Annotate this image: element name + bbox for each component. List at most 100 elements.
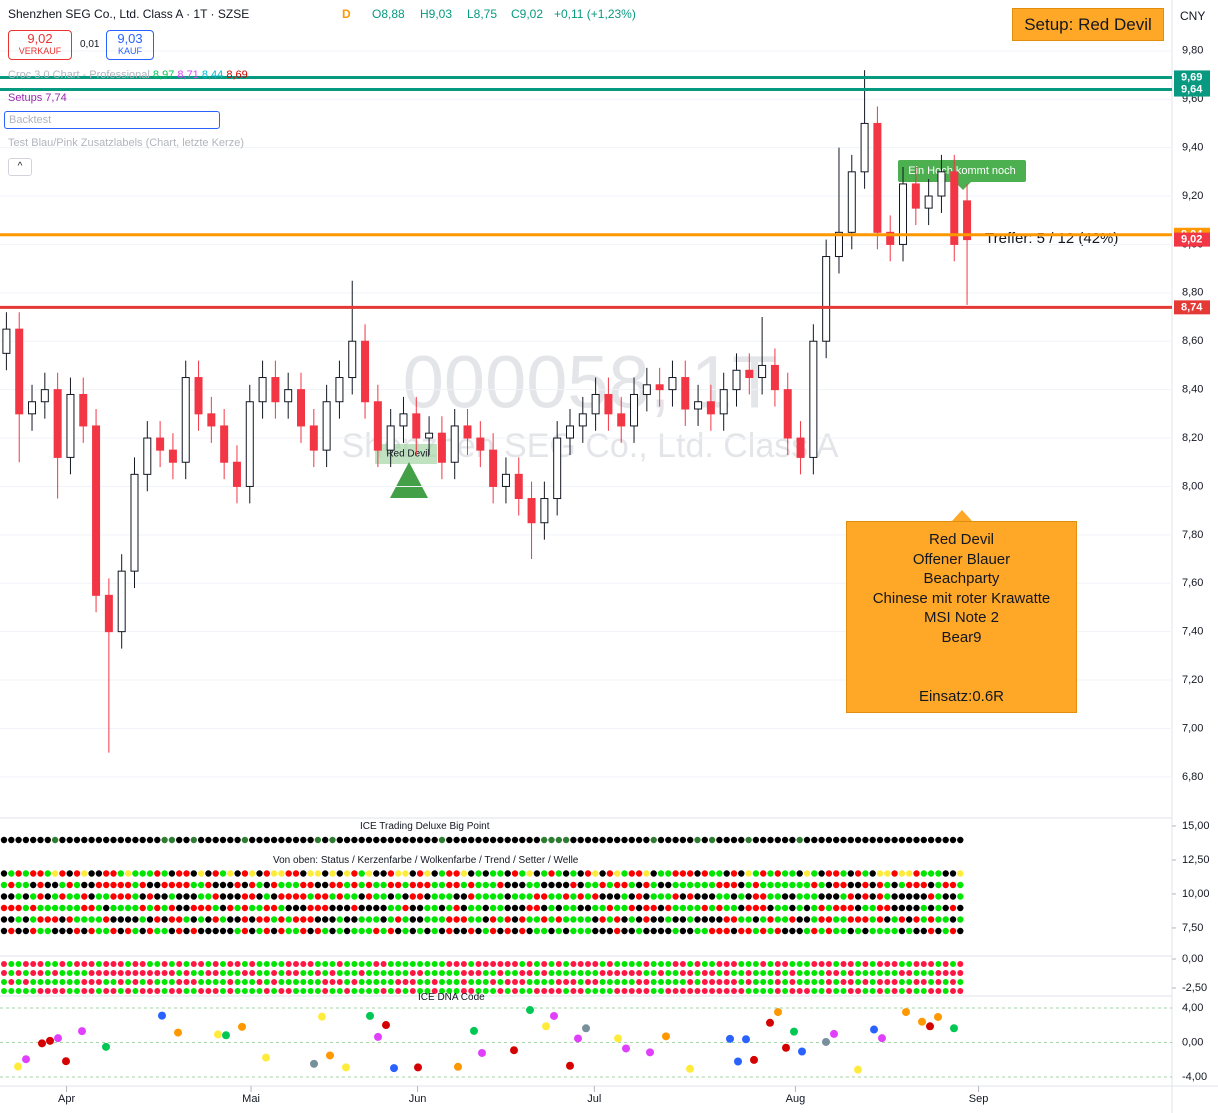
status-dot xyxy=(270,881,278,889)
status-dot xyxy=(738,870,745,877)
status-dot xyxy=(416,927,424,935)
callout: Ein Hoch kommt noch xyxy=(908,165,1016,177)
status-dot xyxy=(475,970,482,976)
status-dot xyxy=(482,961,489,967)
status-dot xyxy=(88,961,95,967)
status-dot xyxy=(796,970,803,976)
status-dot xyxy=(212,836,219,844)
status-dot xyxy=(876,927,884,935)
status-dot xyxy=(614,881,621,889)
status-dot xyxy=(774,904,781,912)
currency[interactable]: CNY xyxy=(1180,9,1206,23)
indicator-croc[interactable]: Croc 3.0 Chart - Professional 8,97 8,71 … xyxy=(8,69,248,81)
status-dot xyxy=(183,979,190,985)
status-dot xyxy=(709,979,716,985)
callout-bg xyxy=(898,160,1026,182)
status-dot xyxy=(395,893,402,900)
status-dot xyxy=(730,904,738,912)
status-dot xyxy=(8,988,15,994)
status-dot xyxy=(927,881,935,889)
status-dot xyxy=(395,988,402,994)
candle-body xyxy=(514,473,523,500)
status-dot xyxy=(636,979,643,985)
indicator-backtest[interactable]: Backtest xyxy=(4,111,220,129)
indicator-test[interactable]: Test Blau/Pink Zusatzlabels (Chart, letz… xyxy=(8,137,244,149)
status-dot xyxy=(439,970,445,976)
status-dot xyxy=(782,988,789,994)
status-dot xyxy=(906,961,913,967)
status-dot xyxy=(949,916,957,923)
sell-button[interactable]: 9,02 VERKAUF xyxy=(8,30,72,60)
status-dot xyxy=(416,893,424,900)
status-dot xyxy=(687,893,694,900)
status-dot xyxy=(533,881,541,889)
symbol[interactable]: Shenzhen SEG Co., Ltd. Class A · 1T · SZ… xyxy=(8,7,250,21)
status-dot xyxy=(869,893,876,900)
dna-dot xyxy=(734,1057,742,1066)
status-dot xyxy=(103,881,110,889)
status-dot xyxy=(322,881,329,889)
status-dot xyxy=(614,904,621,912)
status-dot xyxy=(891,836,898,844)
status-dot xyxy=(409,970,416,976)
collapse-button[interactable]: ^ xyxy=(8,158,32,176)
status-dot xyxy=(599,961,606,967)
x-tick-label: Sep xyxy=(969,1093,989,1105)
status-dot xyxy=(475,893,482,900)
status-dot xyxy=(906,870,913,877)
status-dot xyxy=(512,979,518,985)
status-dot xyxy=(387,916,395,923)
status-dot xyxy=(840,870,847,877)
status-dot xyxy=(818,979,825,985)
status-dot xyxy=(424,836,431,844)
status-dot xyxy=(314,927,322,935)
status-dot xyxy=(139,927,146,935)
status-dot xyxy=(322,961,329,967)
status-dot xyxy=(701,916,708,923)
status-dot xyxy=(709,961,716,967)
status-dot xyxy=(818,881,825,889)
status-dot xyxy=(190,961,197,967)
pane-tick-label: 4,00 xyxy=(1182,1002,1203,1014)
status-dot xyxy=(263,870,270,877)
status-dot xyxy=(241,881,249,889)
status-dot xyxy=(854,893,862,900)
buy-button[interactable]: 9,03 KAUF xyxy=(106,30,154,60)
x-tick-label: Apr xyxy=(58,1093,75,1105)
status-dot xyxy=(438,836,446,844)
status-dot xyxy=(665,881,672,889)
indicator-setups[interactable]: Setups 7,74 xyxy=(8,92,67,104)
status-dot xyxy=(511,870,519,877)
status-dot xyxy=(212,970,219,976)
status-dot xyxy=(730,870,738,877)
status-dot xyxy=(694,870,701,877)
status-dot xyxy=(949,927,957,935)
status-dot xyxy=(577,961,584,967)
status-dot xyxy=(227,970,234,976)
candle-body xyxy=(732,369,741,391)
status-dot xyxy=(241,970,248,976)
status-dot xyxy=(614,970,621,976)
status-dot xyxy=(833,870,840,877)
status-dot xyxy=(665,970,672,976)
status-dot xyxy=(679,988,686,994)
status-dot xyxy=(307,870,314,877)
status-dot xyxy=(694,961,701,967)
status-dot xyxy=(453,904,460,912)
status-dot xyxy=(650,904,657,912)
status-dot xyxy=(906,970,913,976)
status-dot xyxy=(37,916,44,923)
status-dot xyxy=(431,870,438,877)
status-dot xyxy=(117,988,124,994)
status-dot xyxy=(927,893,935,900)
status-dot xyxy=(88,916,95,923)
status-dot xyxy=(154,916,161,923)
status-dot xyxy=(628,961,635,967)
status-dot xyxy=(205,904,212,912)
status-dot xyxy=(767,904,774,912)
status-dot xyxy=(460,836,468,844)
status-dot xyxy=(351,916,358,923)
status-dot xyxy=(147,988,153,994)
candle-body xyxy=(642,384,651,395)
candle-body xyxy=(79,393,88,427)
